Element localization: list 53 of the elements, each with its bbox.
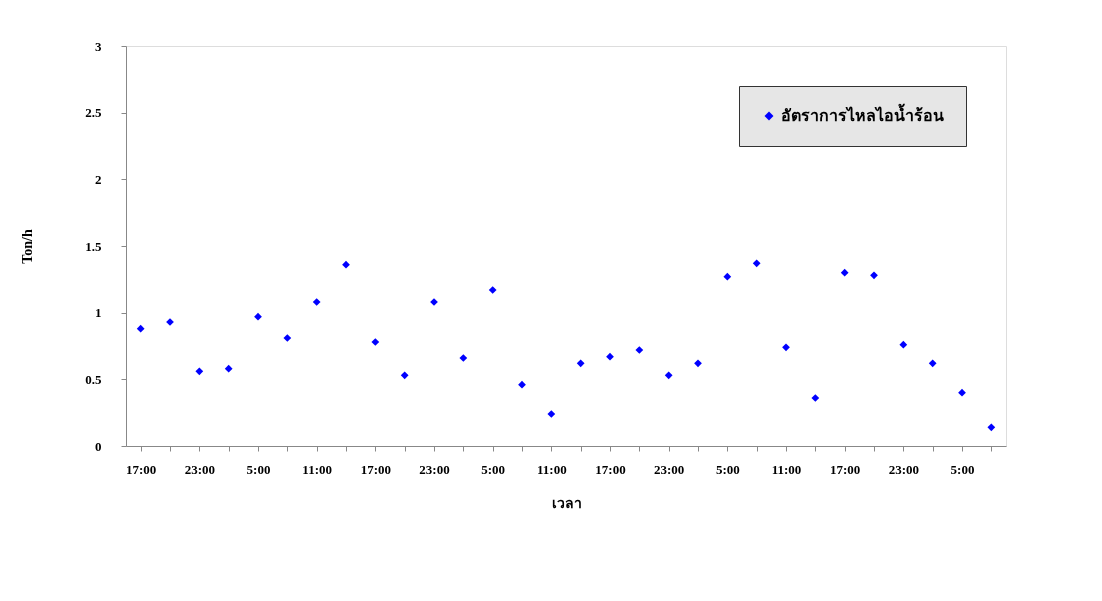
x-tick-label: 23:00 <box>184 461 216 477</box>
x-tick-label: 11:00 <box>302 461 332 477</box>
x-tick-label: 11:00 <box>771 461 802 477</box>
x-tick-label: 5:00 <box>715 461 740 477</box>
point <box>811 394 820 402</box>
point <box>136 324 145 333</box>
point <box>195 367 204 376</box>
point <box>782 343 790 352</box>
point <box>342 260 350 269</box>
x-tick-label: 23:00 <box>653 461 685 477</box>
x-tick-label: 17:00 <box>125 461 157 477</box>
point <box>840 268 849 277</box>
x-tick-label: 5:00 <box>246 461 271 477</box>
y-tick-label: 3 <box>95 38 102 54</box>
point <box>518 380 526 389</box>
point <box>928 359 937 368</box>
point <box>958 388 966 397</box>
point <box>371 338 380 346</box>
x-tick-label: 11:00 <box>537 461 567 477</box>
y-tick-label: 2.5 <box>85 105 102 121</box>
point <box>987 423 996 432</box>
y-tick-label: 1 <box>95 305 102 321</box>
point <box>547 410 556 418</box>
point <box>400 371 409 380</box>
x-tick-label: 5:00 <box>950 461 975 477</box>
x-tick-label: 17:00 <box>829 461 861 477</box>
point <box>283 334 292 342</box>
point <box>488 286 497 294</box>
x-tick-label: 17:00 <box>595 461 626 477</box>
point <box>752 259 761 268</box>
x-axis-title: เวลา <box>551 495 582 511</box>
point <box>459 354 468 362</box>
point <box>635 346 644 354</box>
x-tick-label: 17:00 <box>360 461 392 477</box>
legend-label: อัตราการไหลไอน้ำร้อน <box>781 103 944 124</box>
point <box>312 298 321 306</box>
point <box>254 312 262 321</box>
point <box>723 272 732 281</box>
point <box>576 359 585 368</box>
point <box>870 271 878 280</box>
x-tick-label: 23:00 <box>419 461 450 477</box>
x-tick-label: 23:00 <box>888 461 920 477</box>
y-tick-label: 1.5 <box>85 238 102 254</box>
y-axis-title: Ton/h <box>20 229 36 264</box>
point <box>664 371 673 380</box>
y-tick-label: 2 <box>95 171 102 187</box>
point <box>899 340 908 349</box>
point <box>694 359 702 368</box>
point <box>606 352 614 361</box>
y-tick-label: 0 <box>95 438 102 454</box>
x-tick-label: 5:00 <box>481 461 506 477</box>
point <box>224 364 233 373</box>
y-tick-label: 0.5 <box>85 371 102 387</box>
